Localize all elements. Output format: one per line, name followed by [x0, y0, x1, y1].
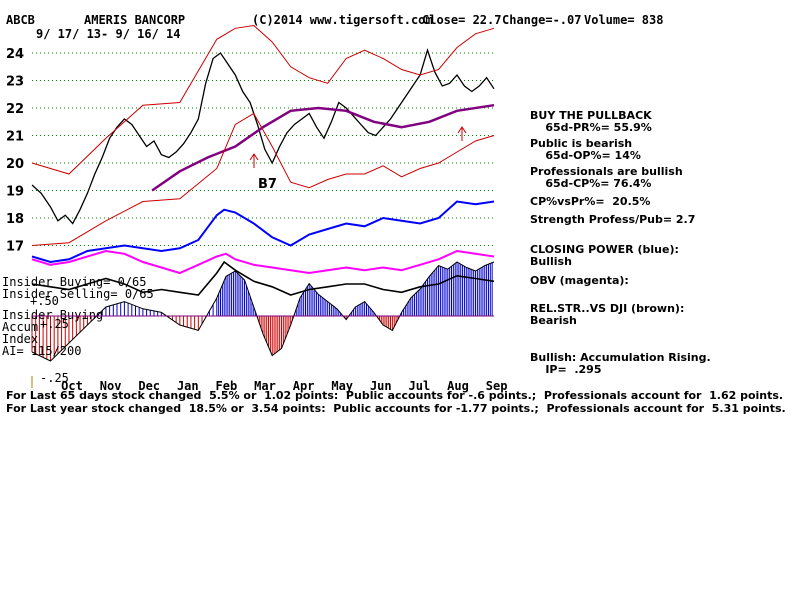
month-tick-jun: Jun [370, 379, 392, 393]
side-panel-line1: CLOSING POWER (blue): [530, 243, 679, 256]
price-tick-23: 23 [6, 75, 24, 90]
insider-selling: Insider Selling= 0/65 [2, 287, 154, 301]
series-closing-power-blue [31, 200, 495, 264]
series-obv-magenta [31, 249, 495, 275]
side-panel-line2: 65d-PR%= 55.9% [530, 121, 652, 134]
month-tick-may: May [331, 379, 353, 393]
side-panel-line1: Public is bearish [530, 137, 633, 150]
side-panel-item: REL.STR..VS DJI (brown): Bearish [530, 303, 684, 327]
side-panel-line1: Bullish: Accumulation Rising. [530, 351, 711, 364]
side-panel-item: OBV (magenta): [530, 275, 629, 287]
side-panel-line1: CP%vsPr%= 20.5% [530, 195, 651, 208]
side-panel-line2: Bearish [530, 314, 577, 327]
side-panel-item: BUY THE PULLBACK 65d-PR%= 55.9% [530, 110, 652, 134]
price-tick-22: 22 [6, 102, 24, 117]
series-accumulation-index [31, 261, 495, 362]
series-rel-strength [31, 260, 495, 296]
series-lower-band [31, 112, 495, 246]
side-panel-line1: Professionals are bullish [530, 165, 683, 178]
company-name: AMERIS BANCORP [84, 13, 185, 27]
buy-arrow-march [249, 153, 259, 168]
side-panel-line1: Strength Profess/Pub= 2.7 [530, 213, 696, 226]
ticker: ABCB [6, 13, 35, 27]
price-tick-20: 20 [6, 157, 24, 172]
index-label: Index [2, 332, 38, 346]
accum-label: Accum [2, 320, 38, 334]
side-panel-line1: OBV (magenta): [530, 274, 629, 287]
label-minus-25: -.25 [40, 371, 69, 385]
price-axis: 17 18 19 20 21 22 23 24 [6, 47, 24, 255]
side-panel-item: CLOSING POWER (blue): Bullish [530, 244, 679, 268]
side-panel-item: CP%vsPr%= 20.5% [530, 196, 650, 208]
price-gridlines [32, 52, 494, 246]
month-tick-aug: Aug [447, 379, 469, 393]
side-panel-item: Strength Profess/Pub= 2.7 [530, 214, 695, 226]
series-upper-band [31, 24, 495, 175]
month-tick-sep: Sep [486, 379, 508, 393]
side-panel-item: Public is bearish 65d-OP%= 14% [530, 138, 641, 162]
close-value: Close= 22.7 [422, 13, 501, 27]
month-tick-mar: Mar [254, 379, 276, 393]
month-tick-dec: Dec [138, 379, 160, 393]
month-tick-oct: Oct [61, 379, 83, 393]
insider-buying: Insider Buying= 0/65 [2, 275, 147, 289]
month-tick-nov: Nov [100, 379, 122, 393]
price-tick-19: 19 [6, 185, 24, 200]
date-range: 9/ 17/ 13- 9/ 16/ 14 [36, 27, 181, 41]
side-panel-item: Professionals are bullish 65d-CP%= 76.4% [530, 166, 683, 190]
ai-value: AI= 115/200 [2, 344, 81, 358]
side-panel-line2: Bullish [530, 255, 572, 268]
side-panel-line2: IP= .295 [530, 363, 602, 376]
accumulation-bars [31, 262, 493, 361]
side-panel-line2: 65d-OP%= 14% [530, 149, 641, 162]
month-tick-apr: Apr [293, 379, 315, 393]
volume-value: Volume= 838 [584, 13, 663, 27]
signal-b7: B7 [258, 177, 277, 192]
month-axis: Oct Nov Dec Jan Feb Mar Apr May Jun Jul Aug Sep [61, 379, 507, 393]
insider-buying-label: Insider Buying [2, 308, 103, 322]
side-panel-line1: BUY THE PULLBACK [530, 109, 652, 122]
copyright: (C)2014 www.tigersoft.com [252, 13, 433, 27]
label-plus-50: +.50 [30, 294, 59, 308]
series-price-close [31, 48, 495, 225]
price-tick-24: 24 [6, 47, 24, 62]
price-tick-17: 17 [6, 240, 24, 255]
price-tick-21: 21 [6, 130, 24, 145]
price-tick-18: 18 [6, 212, 24, 227]
buy-arrow-august [457, 126, 467, 141]
side-panel-item: Bullish: Accumulation Rising. IP= .295 [530, 352, 711, 376]
series-lines [31, 24, 495, 362]
side-panel-line1: REL.STR..VS DJI (brown): [530, 302, 685, 315]
series-moving-average [151, 103, 495, 192]
month-tick-feb: Feb [216, 379, 238, 393]
month-tick-jul: Jul [409, 379, 431, 393]
month-tick-jan: Jan [177, 379, 199, 393]
change-value: Change=-.07 [502, 13, 581, 27]
footer-last-year: For Last year stock changed 18.5% or 3.5… [6, 402, 786, 415]
side-panel-line2: 65d-CP%= 76.4% [530, 177, 652, 190]
label-plus-25: +.25 [40, 317, 69, 331]
footer-65-days: For Last 65 days stock changed 5.5% or 1… [6, 389, 784, 402]
